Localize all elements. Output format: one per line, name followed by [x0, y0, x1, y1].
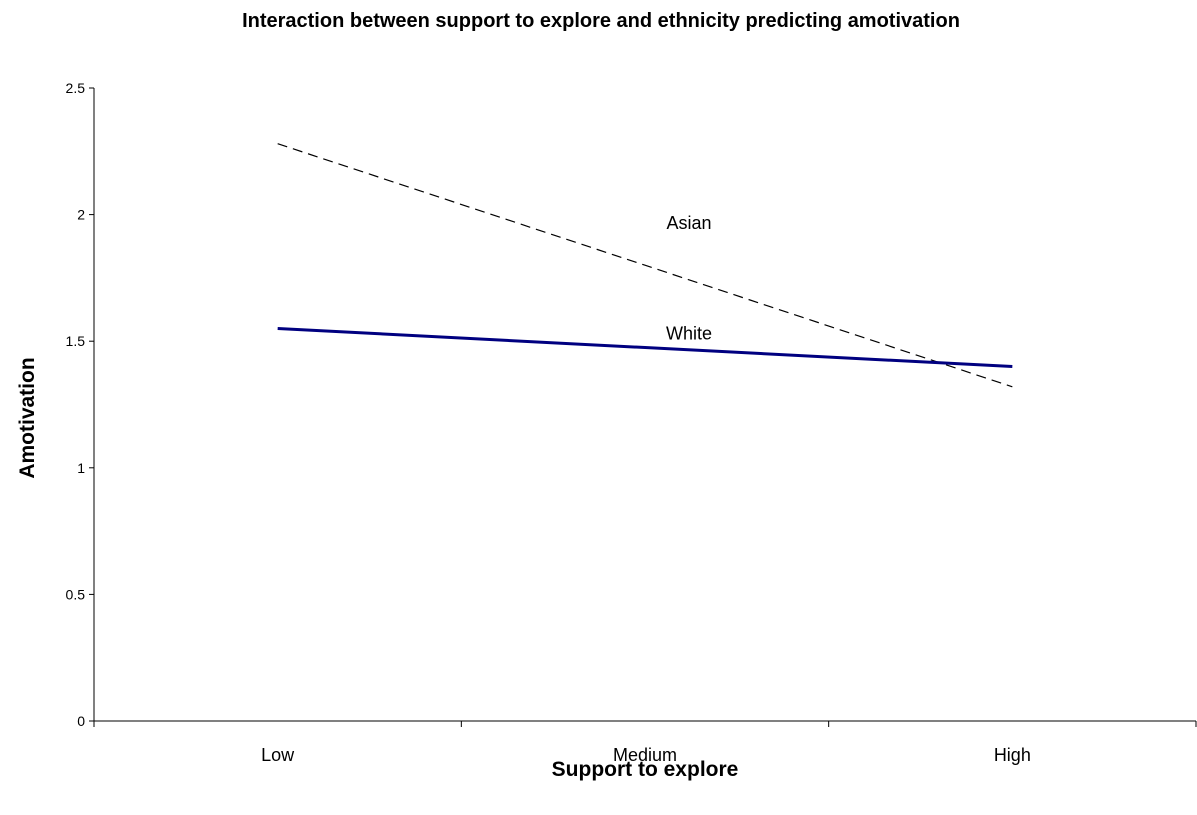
series-line-asian — [277, 143, 1013, 388]
y-tick-label: 0 — [77, 713, 85, 729]
x-tick-label: Medium — [613, 745, 677, 765]
series-line-white — [277, 327, 1013, 369]
chart-title: Interaction between support to explore a… — [242, 10, 960, 32]
y-tick-label: 0.5 — [66, 586, 86, 602]
series-label-white: White — [666, 324, 712, 344]
y-tick-label: 1 — [77, 460, 85, 476]
plot-area: 0 0.5 1 1.5 2 2.5 Low Medium High Asian White — [66, 80, 1197, 765]
y-tick-label: 2 — [77, 207, 85, 223]
y-tick-label: 1.5 — [66, 333, 86, 349]
x-axis-label: Support to explore — [552, 758, 739, 781]
x-tick-label: Low — [261, 745, 295, 765]
series-label-asian: Asian — [666, 213, 711, 233]
x-tick-label: High — [994, 745, 1031, 765]
y-tick-label: 2.5 — [66, 80, 86, 96]
y-axis-label: Amotivation — [16, 357, 39, 478]
